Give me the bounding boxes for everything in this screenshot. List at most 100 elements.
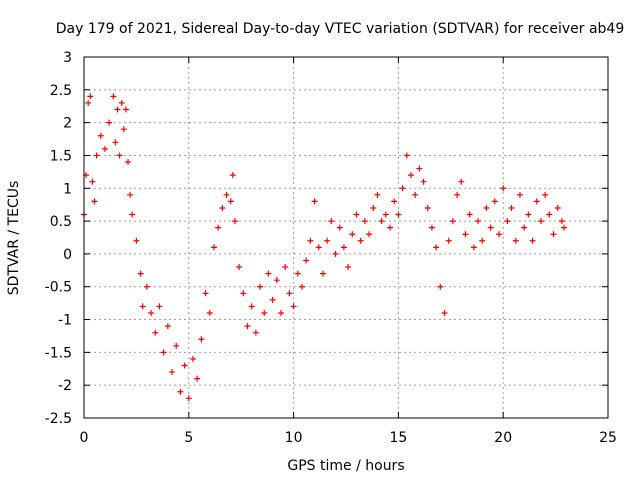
- data-point: [336, 224, 343, 231]
- data-point: [361, 218, 368, 225]
- data-point: [278, 309, 285, 316]
- data-point: [311, 198, 318, 205]
- data-point: [537, 218, 544, 225]
- data-point: [512, 237, 519, 244]
- data-point: [428, 224, 435, 231]
- data-point: [223, 191, 230, 198]
- data-point: [558, 218, 565, 225]
- data-point: [269, 296, 276, 303]
- y-tick-label: 2.5: [50, 83, 72, 99]
- data-point: [215, 224, 222, 231]
- data-point: [169, 369, 176, 376]
- plot-frame: [83, 56, 609, 419]
- data-point: [554, 204, 561, 211]
- data-point: [403, 152, 410, 159]
- data-point: [546, 211, 553, 218]
- data-point: [550, 231, 557, 238]
- y-axis-label: SDTVAR / TECUs: [6, 181, 22, 296]
- grid-lines: [84, 57, 608, 418]
- data-point: [129, 211, 136, 218]
- data-point: [407, 172, 414, 179]
- data-point: [437, 283, 444, 290]
- data-point: [542, 191, 549, 198]
- data-point: [382, 211, 389, 218]
- data-point: [97, 132, 104, 139]
- y-tick-label: -0.5: [45, 280, 72, 296]
- data-point: [173, 342, 180, 349]
- data-point: [319, 270, 326, 277]
- y-tick-label: 3: [63, 50, 72, 66]
- data-point: [177, 388, 184, 395]
- data-point: [294, 270, 301, 277]
- data-point: [307, 237, 314, 244]
- data-point: [265, 270, 272, 277]
- data-point: [462, 231, 469, 238]
- x-tick-label: 0: [80, 430, 89, 446]
- data-point: [156, 303, 163, 310]
- data-point: [483, 204, 490, 211]
- data-point: [181, 362, 188, 369]
- data-point: [454, 191, 461, 198]
- data-point: [458, 178, 465, 185]
- data-point: [248, 303, 255, 310]
- data-point: [240, 290, 247, 297]
- data-point: [194, 375, 201, 382]
- data-point: [257, 283, 264, 290]
- data-point: [298, 283, 305, 290]
- data-point: [560, 224, 567, 231]
- data-point: [252, 329, 259, 336]
- data-point: [533, 198, 540, 205]
- data-point: [120, 126, 127, 133]
- data-point: [231, 218, 238, 225]
- data-point: [349, 231, 356, 238]
- data-point: [202, 290, 209, 297]
- data-point: [116, 152, 123, 159]
- data-point: [85, 99, 92, 106]
- data-point: [133, 237, 140, 244]
- data-point: [412, 191, 419, 198]
- data-point: [139, 303, 146, 310]
- data-point: [500, 185, 507, 192]
- data-point: [374, 191, 381, 198]
- data-point: [101, 145, 108, 152]
- data-point: [206, 309, 213, 316]
- data-point: [244, 323, 251, 330]
- data-point: [466, 211, 473, 218]
- y-tick-label: -1.5: [45, 345, 72, 361]
- y-tick-label: 0: [63, 247, 72, 263]
- data-point: [229, 172, 236, 179]
- data-point: [441, 309, 448, 316]
- data-point: [210, 244, 217, 251]
- data-point: [353, 211, 360, 218]
- data-point: [445, 237, 452, 244]
- x-tick-label: 20: [494, 430, 512, 446]
- data-point: [118, 99, 125, 106]
- y-tick-label: -2.5: [45, 411, 72, 427]
- y-tick-label: 1: [63, 181, 72, 197]
- data-point: [290, 303, 297, 310]
- data-point: [110, 93, 117, 100]
- data-point: [395, 211, 402, 218]
- data-point: [160, 349, 167, 356]
- data-point: [357, 237, 364, 244]
- data-point: [479, 237, 486, 244]
- data-point: [449, 218, 456, 225]
- data-point: [391, 198, 398, 205]
- data-point: [508, 204, 515, 211]
- data-point: [521, 224, 528, 231]
- data-point: [236, 264, 243, 271]
- data-point: [370, 204, 377, 211]
- x-tick-label: 15: [389, 430, 407, 446]
- chart-title: Day 179 of 2021, Sidereal Day-to-day VTE…: [56, 21, 625, 37]
- data-point: [504, 218, 511, 225]
- tick-labels: 0 5 10 15 20 25 -2.5 -2 -1.5 -1 -0.5 0 0.5 1 1.5 2 2.5 3: [45, 50, 617, 446]
- data-point: [366, 231, 373, 238]
- data-point: [378, 218, 385, 225]
- data-point: [125, 159, 132, 166]
- data-point: [529, 237, 536, 244]
- data-point: [282, 264, 289, 271]
- data-point: [89, 178, 96, 185]
- data-point: [487, 224, 494, 231]
- data-point: [516, 191, 523, 198]
- data-point: [91, 198, 98, 205]
